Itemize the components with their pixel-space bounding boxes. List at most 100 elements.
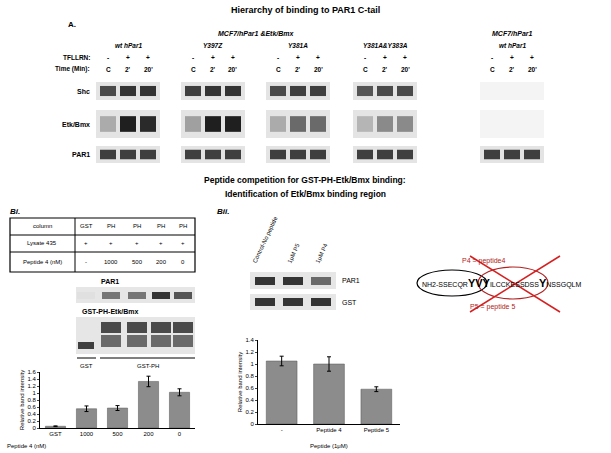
- svg-text:GST-PH: GST-PH: [137, 363, 159, 369]
- svg-text:MCF7/hPar1 &Etk/Bmx: MCF7/hPar1 &Etk/Bmx: [218, 30, 295, 37]
- svg-text:0.2: 0.2: [27, 418, 36, 424]
- svg-text:1000: 1000: [80, 431, 94, 437]
- svg-text:+: +: [231, 54, 235, 61]
- svg-text:0: 0: [32, 425, 36, 431]
- svg-text:+: +: [84, 240, 88, 246]
- svg-text:+: +: [109, 240, 113, 246]
- svg-text:Hierarchy of binding to PAR1 C: Hierarchy of binding to PAR1 C-tail: [231, 5, 380, 15]
- svg-text:500: 500: [112, 431, 123, 437]
- svg-text:1.4: 1.4: [245, 337, 254, 343]
- svg-text:+: +: [296, 54, 300, 61]
- svg-text:-: -: [491, 54, 493, 61]
- svg-text:+: +: [510, 54, 514, 61]
- svg-text:GST-PH-Etk/Bmx: GST-PH-Etk/Bmx: [82, 308, 139, 315]
- svg-text:0.8: 0.8: [27, 397, 36, 403]
- svg-text:0: 0: [250, 421, 254, 427]
- svg-text:P4 = peptide4: P4 = peptide4: [462, 257, 506, 265]
- svg-text:2': 2': [382, 66, 388, 73]
- svg-text:+: +: [316, 54, 320, 61]
- svg-text:0.6: 0.6: [27, 404, 36, 410]
- svg-text:20': 20': [144, 66, 153, 73]
- svg-text:1: 1: [250, 361, 254, 367]
- svg-text:-: -: [364, 54, 366, 61]
- svg-text:0.8: 0.8: [245, 373, 254, 379]
- svg-text:-: -: [281, 427, 283, 433]
- svg-text:1: 1: [32, 390, 36, 396]
- svg-text:200: 200: [156, 259, 167, 265]
- svg-text:GST: GST: [80, 363, 93, 369]
- svg-text:2': 2': [295, 66, 301, 73]
- svg-text:1.4: 1.4: [27, 376, 36, 382]
- svg-text:0.4: 0.4: [27, 411, 36, 417]
- svg-text:Etk/Bmx: Etk/Bmx: [62, 121, 90, 128]
- svg-text:Peptide 4 (nM): Peptide 4 (nM): [23, 259, 62, 265]
- svg-text:1μM P4: 1μM P4: [314, 242, 329, 264]
- svg-text:20': 20': [528, 66, 537, 73]
- svg-text:wt hPar1: wt hPar1: [499, 42, 526, 49]
- svg-text:wt hPar1: wt hPar1: [115, 42, 142, 49]
- svg-text:PAR1: PAR1: [342, 277, 360, 284]
- svg-text:Shc: Shc: [77, 88, 90, 95]
- svg-text:0: 0: [178, 431, 182, 437]
- svg-text:+: +: [135, 240, 139, 246]
- svg-text:C: C: [191, 66, 196, 73]
- svg-text:+: +: [159, 240, 163, 246]
- svg-text:-: -: [85, 259, 87, 265]
- svg-text:500: 500: [132, 259, 143, 265]
- svg-text:Control-No peptide: Control-No peptide: [252, 215, 279, 264]
- svg-text:PH: PH: [133, 223, 141, 229]
- svg-text:Relative band intensity: Relative band intensity: [19, 370, 25, 430]
- svg-text:C: C: [276, 66, 281, 73]
- svg-text:GST: GST: [342, 299, 357, 306]
- svg-text:0: 0: [181, 259, 185, 265]
- svg-text:NH2-SSECQRYVYILCCKESSDSSYNSSGQ: NH2-SSECQRYVYILCCKESSDSSYNSSGQLM: [422, 277, 581, 289]
- svg-text:2': 2': [509, 66, 515, 73]
- svg-text:Time (Min):: Time (Min):: [55, 65, 90, 73]
- svg-text:C: C: [490, 66, 495, 73]
- svg-text:1.2: 1.2: [27, 383, 36, 389]
- svg-text:20': 20': [401, 66, 410, 73]
- svg-text:P5 = peptide 5: P5 = peptide 5: [470, 303, 515, 311]
- svg-text:GST: GST: [80, 223, 93, 229]
- svg-text:Peptide 4: Peptide 4: [316, 427, 342, 433]
- svg-text:Y397Z: Y397Z: [203, 42, 223, 49]
- svg-text:0.2: 0.2: [245, 409, 254, 415]
- svg-text:TFLLRN:: TFLLRN:: [63, 54, 90, 61]
- svg-text:Bii.: Bii.: [217, 207, 229, 216]
- svg-text:Peptide competition for GST-PH: Peptide competition for GST-PH-Etk/Bmx b…: [204, 175, 406, 185]
- svg-text:Y381A: Y381A: [288, 42, 308, 49]
- svg-text:1.6: 1.6: [27, 369, 36, 375]
- svg-text:PAR1: PAR1: [101, 278, 119, 285]
- svg-text:PH: PH: [157, 223, 165, 229]
- svg-text:+: +: [530, 54, 534, 61]
- svg-text:Peptide 4 (nM): Peptide 4 (nM): [7, 443, 46, 449]
- svg-text:Lysate 435: Lysate 435: [27, 240, 57, 246]
- svg-text:A.: A.: [68, 20, 76, 29]
- svg-text:+: +: [211, 54, 215, 61]
- svg-text:Relative band intensity: Relative band intensity: [237, 352, 243, 412]
- svg-text:-: -: [107, 54, 109, 61]
- svg-text:Y381A&Y383A: Y381A&Y383A: [363, 42, 408, 49]
- svg-text:1μM P5: 1μM P5: [286, 242, 301, 264]
- svg-text:+: +: [126, 54, 130, 61]
- svg-text:0.6: 0.6: [245, 385, 254, 391]
- svg-text:Peptide (1μM): Peptide (1μM): [310, 443, 348, 449]
- svg-text:-: -: [277, 54, 279, 61]
- svg-text:GST: GST: [49, 431, 62, 437]
- svg-text:Identification of Etk/Bmx bind: Identification of Etk/Bmx binding region: [225, 189, 386, 199]
- svg-text:+: +: [403, 54, 407, 61]
- svg-text:0.4: 0.4: [245, 397, 254, 403]
- svg-text:PAR1: PAR1: [72, 151, 90, 158]
- svg-text:+: +: [383, 54, 387, 61]
- svg-text:column: column: [33, 223, 52, 229]
- svg-text:2': 2': [125, 66, 131, 73]
- svg-text:C: C: [363, 66, 368, 73]
- svg-text:-: -: [192, 54, 194, 61]
- svg-text:200: 200: [143, 431, 154, 437]
- svg-text:PH: PH: [179, 223, 187, 229]
- svg-text:Peptide 5: Peptide 5: [364, 427, 390, 433]
- svg-text:MCF7/hPar1: MCF7/hPar1: [492, 30, 533, 37]
- svg-text:PH: PH: [107, 223, 115, 229]
- svg-text:C: C: [106, 66, 111, 73]
- svg-text:20': 20': [314, 66, 323, 73]
